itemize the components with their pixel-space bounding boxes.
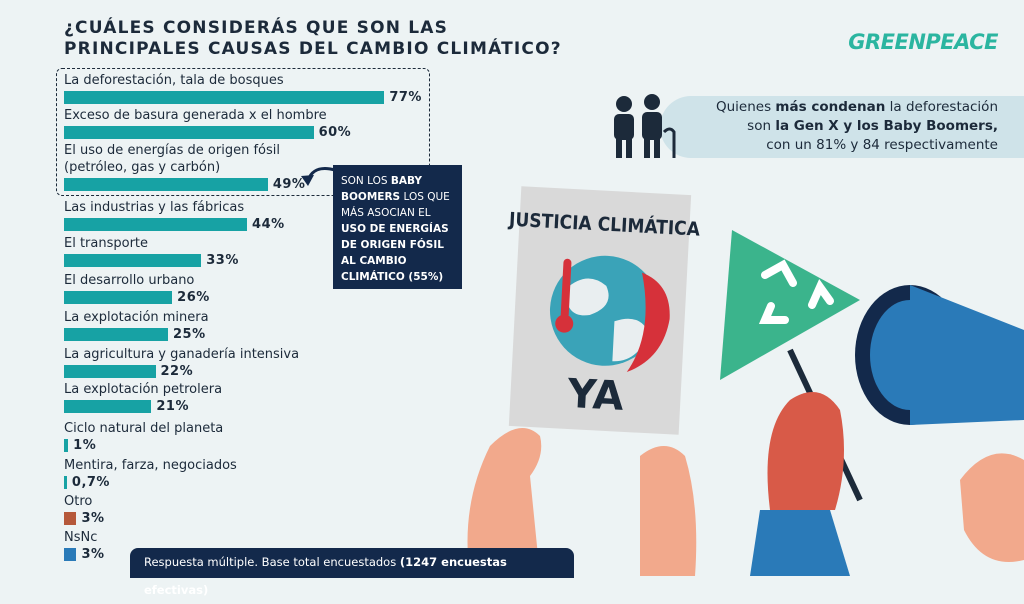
text-segment: la Gen X y los Baby Boomers, [775,118,998,134]
bar-row: La explotación minera 25% [64,309,444,343]
bar-line: 49% [64,176,444,193]
footnote: Respuesta múltiple. Base total encuestad… [130,548,574,597]
bar-line: 22% [64,363,444,380]
people-icon [614,94,676,158]
text-segment: USO DE ENERGÍAS DE ORIGEN FÓSIL AL CAMBI… [341,223,449,283]
text-segment: la deforestación son [747,99,998,134]
value-label: 1% [73,438,97,453]
bar [64,548,77,561]
infographic: {"brand": "GREENPEACE", "chart_data": {"… [56,18,1024,597]
bar-line: 44% [64,216,444,233]
bar [64,291,173,304]
value-label: 0,7% [71,475,110,490]
brand-logo: GREENPEACE [848,30,998,54]
text-segment: SON LOS [341,175,391,187]
bar-line: 21% [64,398,444,415]
bar [64,218,248,231]
bar [64,254,202,267]
arrow-head [301,175,314,186]
bar-row: El desarrollo urbano 26% [64,272,444,306]
bar-row: Mentira, farza, negociados 0,7% [64,457,444,491]
bar-line: 33% [64,252,444,269]
bar-row: NsNc 3% [64,529,444,563]
bar-row: La explotación petrolera 21% [64,381,444,415]
value-label: 77% [389,90,422,105]
category-label: La deforestación, tala de bosques [64,73,284,88]
value-label: 33% [206,253,239,268]
bar-row: El uso de energías de origen fósil (petr… [64,142,444,193]
bar-line: 3% [64,510,444,527]
bar-line: 1% [64,437,444,454]
category-label: Exceso de basura generada x el hombre [64,108,327,123]
text-segment: LOS QUE MÁS ASOCIAN EL [341,191,450,219]
bar-line: 3% [64,546,444,563]
category-label: El uso de energías de origen fósil (petr… [64,143,280,175]
category-label: Ciclo natural del planeta [64,421,224,436]
text-segment: Quienes [715,99,776,115]
bar [64,365,156,378]
bar-row: La agricultura y ganadería intensiva 22% [64,346,444,380]
bar [64,476,67,489]
bar [64,178,268,191]
bar-row: Las industrias y las fábricas 44% [64,199,444,233]
bar [64,400,152,413]
bar [64,512,77,525]
megaphone [855,285,1024,425]
bar-line: 77% [64,89,444,106]
chart-title: ¿CUÁLES CONSIDERÁS QUE SON LAS PRINCIPAL… [64,18,562,59]
value-label: 21% [156,399,189,414]
bar-row: Ciclo natural del planeta 1% [64,420,444,454]
value-label: 60% [318,125,352,140]
value-label: 49% [272,177,306,192]
callout-arrow [301,166,336,186]
text-segment: Respuesta múltiple. Base total encuestad… [144,555,400,569]
bar-line: 0,7% [64,474,444,491]
category-label: La explotación minera [64,310,209,325]
bar-line: 26% [64,289,444,306]
bar-row: El transporte 33% [64,235,444,269]
value-label: 44% [252,217,285,232]
value-label: 3% [81,547,105,562]
callout-box: SON LOS BABY BOOMERS LOS QUE MÁS ASOCIAN… [333,165,462,289]
category-label: El transporte [64,236,149,251]
value-label: 3% [81,511,105,526]
insight-band [660,96,1024,158]
category-label: El desarrollo urbano [64,273,195,288]
text-segment: con un 81% y 84 respectivamente [766,137,998,153]
insight-text: Quienes más condenan la deforestación so… [716,98,998,155]
value-label: 26% [177,290,210,305]
category-label: Mentira, farza, negociados [64,458,237,473]
category-label: NsNc [64,530,98,545]
bar-row: La deforestación, tala de bosques 77% [64,72,444,106]
bar [64,328,168,341]
protest-sign: JUSTICIA CLIMÁTICA YA [508,186,701,435]
category-label: Otro [64,494,93,509]
bar-row: Otro 3% [64,493,444,527]
bar-line: 25% [64,326,444,343]
bar [64,126,314,139]
bar [64,439,69,452]
highlight-frame [56,68,430,196]
category-label: Las industrias y las fábricas [64,200,245,215]
category-label: La agricultura y ganadería intensiva [64,347,300,362]
bar-row: Exceso de basura generada x el hombre 60% [64,107,444,141]
bar-line: 60% [64,124,444,141]
value-label: 25% [173,327,206,342]
illustration: JUSTICIA CLIMÁTICA YA [467,186,1024,576]
text-segment: más condenan [775,99,886,115]
value-label: 22% [160,364,194,379]
recycle-sign [720,230,860,380]
bar [64,91,385,104]
text-segment: BABY BOOMERS [341,175,423,203]
category-label: La explotación petrolera [64,382,223,397]
sign-text: YA [565,371,624,420]
